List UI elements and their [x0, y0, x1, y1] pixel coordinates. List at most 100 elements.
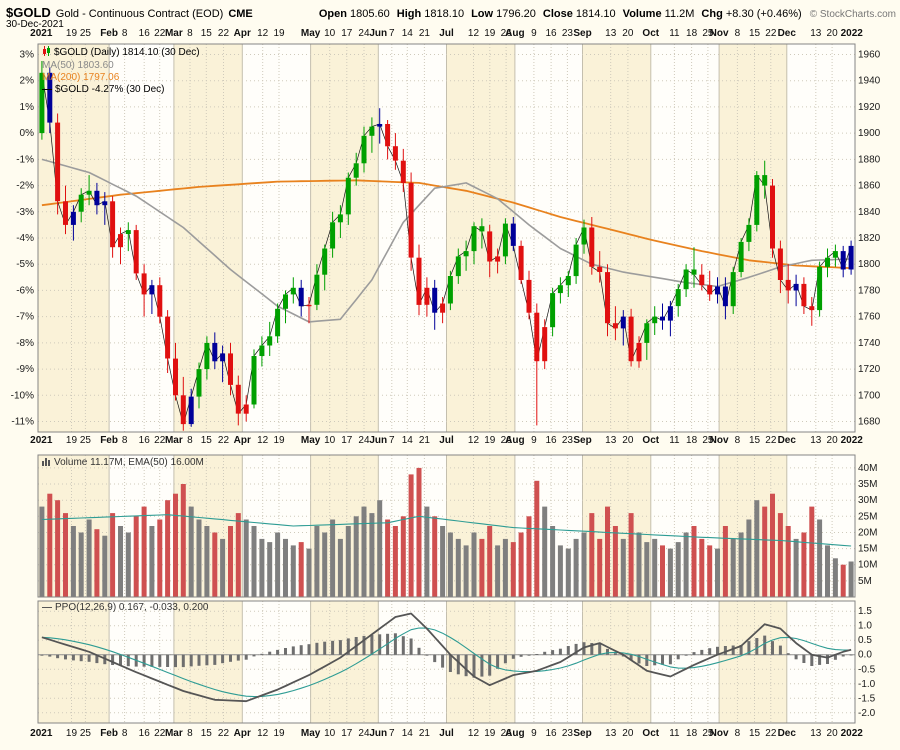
ppo-chart-svg: 1.5 1.0 0.5 0.0 -0.5 -1.0 -1.5 -2.0	[37, 600, 876, 724]
x-axis-label: 19	[484, 728, 496, 739]
x-axis-label: 25	[79, 435, 91, 446]
x-axis-label: 22	[217, 728, 230, 739]
x-axis-label: 10	[324, 28, 336, 39]
y-axis-volume-label: 15M	[858, 544, 877, 555]
instrument-name: Gold - Continuous Contract (EOD)	[55, 8, 224, 20]
x-axis-label: 2022	[840, 728, 863, 739]
quote-value: +8.30 (+0.46%)	[725, 8, 802, 20]
y-axis-pct-label: -1%	[16, 154, 34, 165]
x-axis-label: Apr	[233, 728, 251, 739]
x-axis-label: Nov	[709, 728, 729, 739]
y-axis-pct-label: -6%	[16, 285, 34, 296]
x-axis-label: 15	[200, 28, 212, 39]
x-axis-label: 22	[217, 28, 230, 39]
x-axis-label: Jul	[439, 728, 454, 739]
x-axis-label: 22	[154, 28, 166, 39]
y-axis-price-label: 1760	[858, 312, 881, 323]
x-axis-label: 22	[154, 435, 166, 446]
x-axis-label: 19	[65, 435, 78, 446]
price-chart-svg: 1960 1940 1920 1900 1880 1860 1840 1820 1800 1780…	[11, 43, 881, 433]
y-axis-pct-label: -4%	[16, 233, 34, 244]
x-axis-label: Jun	[369, 728, 388, 739]
y-axis-volume-label: 35M	[858, 479, 877, 490]
quote-low: Low 1796.20	[471, 8, 536, 20]
x-axis-label: May	[300, 28, 321, 39]
y-axis-price-label: 1700	[858, 390, 881, 401]
x-axis-label: Sep	[573, 728, 592, 739]
x-axis-label: Jul	[439, 28, 454, 39]
x-axis-label: 19	[484, 28, 496, 39]
x-axis-label: 20	[622, 728, 634, 739]
quote-chg: Chg +8.30 (+0.46%)	[701, 8, 801, 20]
quote-value: 1814.10	[575, 8, 616, 20]
copyright: © StockCharts.com	[809, 9, 896, 20]
x-axis-label: 20	[826, 28, 838, 39]
x-axis-label: 12	[467, 435, 480, 446]
x-axis-label: 14	[401, 728, 413, 739]
quote-label: High	[396, 8, 425, 20]
y-axis-volume-label: 30M	[858, 495, 877, 506]
x-axis-label: 22	[765, 28, 777, 39]
volume-panel: 40M 35M 30M 25M 20M 15M 10M 5M	[0, 453, 900, 599]
x-axis-label: Nov	[709, 435, 729, 446]
x-axis-label: 11	[669, 728, 680, 739]
x-axis-label: Jun	[369, 28, 388, 39]
x-axis-label: 26	[500, 435, 512, 446]
x-axis-label: 25	[702, 28, 714, 39]
y-axis-price-label: 1820	[858, 233, 881, 244]
x-axis-label: 22	[154, 728, 166, 739]
x-axis-label: 24	[358, 28, 370, 39]
x-axis-label: Jun	[369, 435, 388, 446]
y-axis-pct-label: -9%	[16, 364, 34, 375]
x-axis-label: Dec	[777, 28, 796, 39]
x-axis-label: 20	[622, 435, 634, 446]
x-axis-label: 16	[138, 728, 150, 739]
y-axis-pct-label: 1%	[20, 102, 35, 113]
x-axis-label: 23	[561, 435, 573, 446]
x-axis-label: 16	[545, 435, 557, 446]
x-axis-label: 23	[561, 728, 573, 739]
x-axis-label: 15	[200, 728, 212, 739]
x-axis-label: 8	[121, 435, 128, 446]
x-axis-label: 14	[401, 435, 413, 446]
x-axis-label: 16	[545, 728, 557, 739]
x-axis-label: 13	[810, 728, 822, 739]
quote-label: Chg	[701, 8, 726, 20]
x-axis-label: 15	[748, 728, 761, 739]
x-axis-label: 20	[826, 435, 838, 446]
y-axis-pct-label: -10%	[11, 390, 34, 401]
x-axis-label: 17	[341, 728, 353, 739]
y-axis-pct-label: 0%	[20, 128, 35, 139]
price-legend-item: $GOLD (Daily) 1814.10 (30 Dec)	[42, 46, 200, 60]
ppo-legend-text: PPO(12,26,9) 0.167, -0.033, 0.200	[55, 602, 209, 613]
quote-label: Close	[542, 8, 576, 20]
price-legend-text: $GOLD -4.27% (30 Dec)	[55, 84, 165, 95]
y-axis-price-label: 1720	[858, 364, 881, 375]
x-axis-label: Feb	[100, 28, 118, 39]
y-axis-pct-label: -5%	[16, 259, 34, 270]
y-axis-volume-label: 5M	[858, 576, 872, 587]
quote-label: Open	[318, 8, 351, 20]
y-axis-price-label: 1960	[858, 50, 881, 61]
y-axis-price-label: 1880	[858, 154, 881, 165]
x-axis-label: 19	[484, 435, 496, 446]
x-axis-label: 18	[686, 728, 698, 739]
chart-date: 30-Dec-2021	[6, 19, 64, 30]
price-legend-text: $GOLD (Daily) 1814.10 (30 Dec)	[54, 47, 200, 58]
x-axis-label: 22	[217, 435, 230, 446]
x-axis-label: 8	[187, 728, 193, 739]
x-axis-label: 25	[79, 728, 91, 739]
x-axis-mid: 2021 19 25 Feb 8 16 22 Mar 8 15 22 Apr 12 19 May 10 17 24…	[0, 434, 900, 448]
y-axis-price-label: 1740	[858, 338, 881, 349]
price-legend-item: MA(200) 1797.06	[42, 72, 200, 84]
symbol: $GOLD	[6, 5, 51, 20]
x-axis-label: Dec	[777, 435, 796, 446]
x-axis-label: 9	[531, 728, 537, 739]
x-axis-label: 22	[765, 435, 777, 446]
x-axis-label: 15	[748, 435, 761, 446]
x-axis-label: May	[300, 728, 321, 739]
x-axis-label: Dec	[777, 728, 796, 739]
x-axis-label: 12	[257, 435, 269, 446]
y-axis-ppo-label: -1.0	[858, 679, 876, 690]
x-axis-label: 13	[605, 28, 617, 39]
